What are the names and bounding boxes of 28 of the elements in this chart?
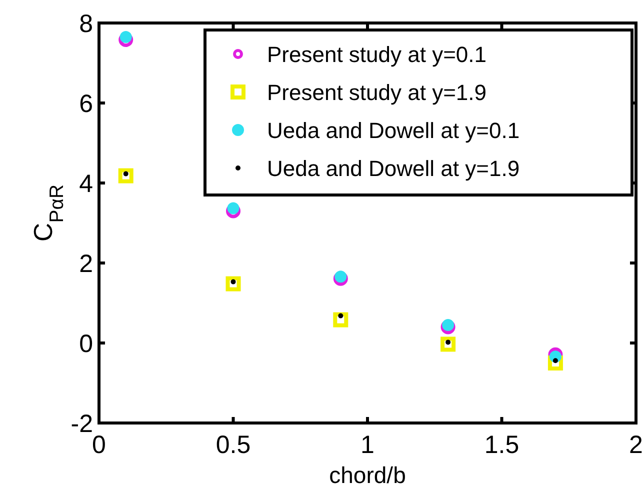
point [333, 312, 348, 328]
x-tick-label: 0.5 [216, 431, 251, 459]
point [333, 271, 348, 286]
point [334, 270, 347, 283]
legend-label: Ueda and Dowell at y=1.9 [267, 156, 520, 181]
y-tick-label: -2 [70, 410, 93, 438]
point [440, 336, 456, 352]
point [338, 313, 344, 318]
point [226, 276, 241, 292]
point [118, 168, 134, 184]
y-tick-label: 6 [79, 90, 93, 118]
x-tick-label: 1.5 [484, 431, 520, 459]
x-tick-label: 2 [629, 431, 643, 459]
point [118, 32, 134, 48]
y-tick-label: 4 [79, 170, 94, 198]
point [548, 356, 563, 370]
x-tick-label: 1 [360, 431, 374, 459]
legend-label: Present study at y=1.9 [267, 80, 487, 105]
y-tick-label: 0 [79, 330, 93, 358]
legend-label: Present study at y=0.1 [267, 42, 487, 67]
point [440, 320, 456, 334]
point [227, 202, 240, 214]
point [120, 31, 132, 43]
y-tick-label: 8 [79, 10, 93, 38]
point [442, 319, 454, 331]
x-axis-title: chord/b [329, 462, 406, 488]
legend-label: Ueda and Dowell at y=0.1 [267, 118, 520, 143]
y-tick-label: 2 [79, 250, 93, 278]
